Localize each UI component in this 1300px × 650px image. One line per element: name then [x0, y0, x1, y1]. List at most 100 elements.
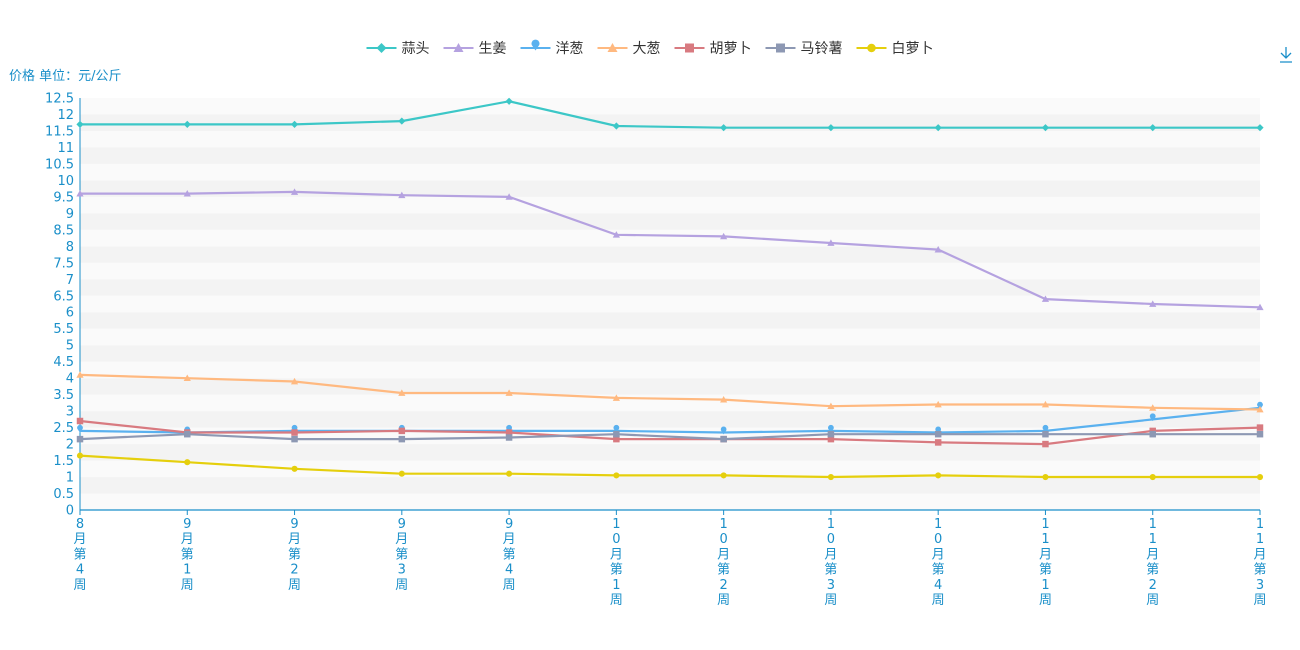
data-point[interactable]: [1257, 401, 1263, 410]
legend-item[interactable]: 生姜: [443, 41, 507, 57]
data-point[interactable]: [934, 246, 942, 253]
data-point[interactable]: [1149, 124, 1157, 132]
data-point[interactable]: [76, 189, 84, 197]
data-point[interactable]: [1042, 424, 1049, 433]
data-point[interactable]: [934, 439, 942, 446]
legend-item[interactable]: 白萝卜: [856, 41, 934, 57]
data-point[interactable]: [1041, 400, 1050, 408]
data-point[interactable]: [720, 124, 728, 132]
data-point[interactable]: [76, 371, 84, 378]
data-point[interactable]: [398, 389, 406, 396]
data-point[interactable]: [1149, 300, 1157, 307]
data-point[interactable]: [505, 434, 513, 441]
legend-item[interactable]: 胡萝卜: [674, 41, 752, 57]
data-point[interactable]: [1256, 124, 1264, 132]
data-point[interactable]: [827, 402, 835, 410]
legend-item[interactable]: 马铃薯: [765, 41, 843, 57]
data-point[interactable]: [77, 424, 83, 433]
data-point[interactable]: [1256, 424, 1264, 431]
data-point[interactable]: [505, 193, 513, 200]
series-group: [76, 452, 1264, 481]
y-tick-label: 6.5: [53, 289, 74, 304]
data-point[interactable]: [291, 435, 298, 443]
data-point[interactable]: [934, 400, 942, 408]
legend-label: 白萝卜: [892, 41, 934, 57]
data-point[interactable]: [612, 122, 620, 130]
data-point[interactable]: [827, 435, 835, 443]
data-point[interactable]: [76, 120, 84, 128]
x-tick-label: 1 1 月第 1 周: [1039, 517, 1052, 608]
data-point[interactable]: [1149, 427, 1156, 435]
data-point[interactable]: [183, 374, 191, 382]
download-icon[interactable]: [1280, 47, 1292, 63]
data-point[interactable]: [398, 435, 406, 443]
data-point[interactable]: [1042, 473, 1049, 481]
data-point[interactable]: [398, 117, 406, 125]
data-point[interactable]: [291, 424, 298, 433]
data-point[interactable]: [290, 188, 299, 195]
data-point[interactable]: [290, 377, 299, 385]
data-point[interactable]: [720, 435, 727, 443]
legend-item[interactable]: 蒜头: [366, 41, 430, 57]
data-point[interactable]: [398, 191, 406, 199]
legend[interactable]: 蒜头 生姜 洋葱 大葱 胡萝卜 马铃薯 白萝卜: [366, 39, 934, 57]
data-point[interactable]: [1149, 473, 1156, 481]
data-point[interactable]: [935, 426, 942, 435]
y-axis: 00.511.522.533.544.555.566.577.588.599.5…: [45, 92, 81, 519]
data-point[interactable]: [827, 473, 834, 481]
data-point[interactable]: [505, 389, 513, 396]
data-point[interactable]: [612, 394, 620, 401]
data-point[interactable]: [720, 426, 727, 435]
data-point[interactable]: [934, 430, 942, 438]
data-point[interactable]: [505, 97, 513, 105]
data-point[interactable]: [183, 189, 191, 197]
data-point[interactable]: [827, 239, 835, 246]
data-point[interactable]: [291, 429, 298, 436]
legend-item[interactable]: 洋葱: [520, 39, 584, 57]
data-point[interactable]: [1041, 295, 1050, 302]
data-point[interactable]: [1149, 404, 1157, 411]
data-point[interactable]: [76, 417, 84, 425]
x-tick-label: 9 月第 2 周: [288, 517, 301, 593]
data-point[interactable]: [720, 395, 728, 403]
data-point[interactable]: [613, 435, 620, 443]
legend-item[interactable]: 大葱: [597, 41, 661, 57]
y-tick-label: 9: [66, 207, 74, 222]
data-point[interactable]: [291, 465, 298, 472]
data-point[interactable]: [612, 231, 620, 238]
data-point[interactable]: [828, 424, 834, 433]
data-point[interactable]: [505, 429, 513, 436]
data-point[interactable]: [398, 470, 405, 477]
series-line: [79, 373, 1261, 411]
data-point[interactable]: [1256, 405, 1264, 413]
data-point[interactable]: [827, 430, 835, 438]
data-point[interactable]: [506, 424, 512, 433]
data-point[interactable]: [398, 427, 406, 435]
data-point[interactable]: [613, 472, 620, 479]
data-point[interactable]: [934, 124, 942, 132]
series-group: [76, 188, 1264, 311]
data-point[interactable]: [935, 472, 942, 479]
data-point[interactable]: [290, 120, 299, 128]
data-point[interactable]: [184, 459, 191, 466]
data-point[interactable]: [827, 124, 835, 132]
data-point[interactable]: [76, 452, 84, 459]
y-tick-label: 0: [66, 504, 74, 519]
data-point[interactable]: [1256, 303, 1264, 311]
data-point[interactable]: [184, 430, 191, 438]
data-point[interactable]: [1042, 430, 1049, 438]
data-point[interactable]: [1149, 413, 1156, 422]
data-point[interactable]: [1149, 430, 1156, 438]
data-point[interactable]: [183, 120, 191, 128]
data-point[interactable]: [1042, 440, 1049, 448]
data-point[interactable]: [1041, 124, 1050, 132]
data-point[interactable]: [1256, 473, 1264, 481]
data-point[interactable]: [76, 435, 84, 443]
data-point[interactable]: [720, 232, 728, 240]
data-point[interactable]: [613, 430, 620, 438]
data-point[interactable]: [1256, 430, 1264, 438]
data-point[interactable]: [613, 424, 620, 433]
y-tick-label: 3: [66, 405, 74, 420]
data-point[interactable]: [720, 472, 727, 479]
data-point[interactable]: [506, 470, 513, 477]
